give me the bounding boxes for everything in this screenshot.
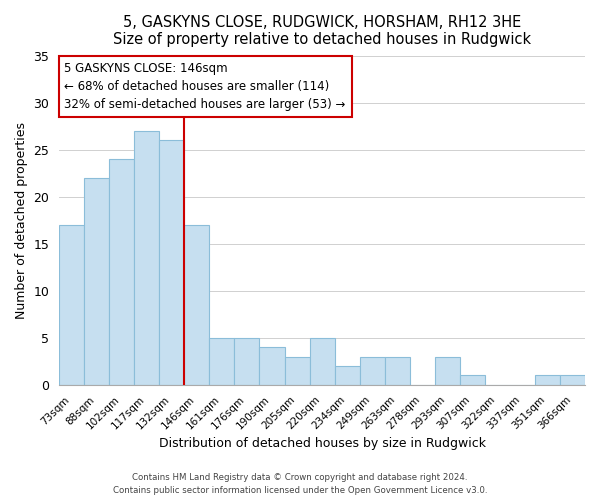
Bar bbox=[284, 356, 310, 385]
Bar bbox=[560, 376, 585, 385]
Bar bbox=[134, 131, 160, 385]
X-axis label: Distribution of detached houses by size in Rudgwick: Distribution of detached houses by size … bbox=[158, 437, 485, 450]
Bar bbox=[59, 225, 84, 385]
Bar bbox=[235, 338, 259, 385]
Bar bbox=[310, 338, 335, 385]
Bar bbox=[160, 140, 184, 385]
Bar bbox=[335, 366, 359, 385]
Bar bbox=[109, 159, 134, 385]
Y-axis label: Number of detached properties: Number of detached properties bbox=[15, 122, 28, 318]
Bar bbox=[435, 356, 460, 385]
Bar bbox=[385, 356, 410, 385]
Bar bbox=[259, 347, 284, 385]
Bar bbox=[184, 225, 209, 385]
Bar bbox=[209, 338, 235, 385]
Text: 5 GASKYNS CLOSE: 146sqm
← 68% of detached houses are smaller (114)
32% of semi-d: 5 GASKYNS CLOSE: 146sqm ← 68% of detache… bbox=[64, 62, 346, 111]
Bar bbox=[535, 376, 560, 385]
Bar bbox=[359, 356, 385, 385]
Bar bbox=[460, 376, 485, 385]
Title: 5, GASKYNS CLOSE, RUDGWICK, HORSHAM, RH12 3HE
Size of property relative to detac: 5, GASKYNS CLOSE, RUDGWICK, HORSHAM, RH1… bbox=[113, 15, 531, 48]
Bar bbox=[84, 178, 109, 385]
Text: Contains HM Land Registry data © Crown copyright and database right 2024.
Contai: Contains HM Land Registry data © Crown c… bbox=[113, 474, 487, 495]
